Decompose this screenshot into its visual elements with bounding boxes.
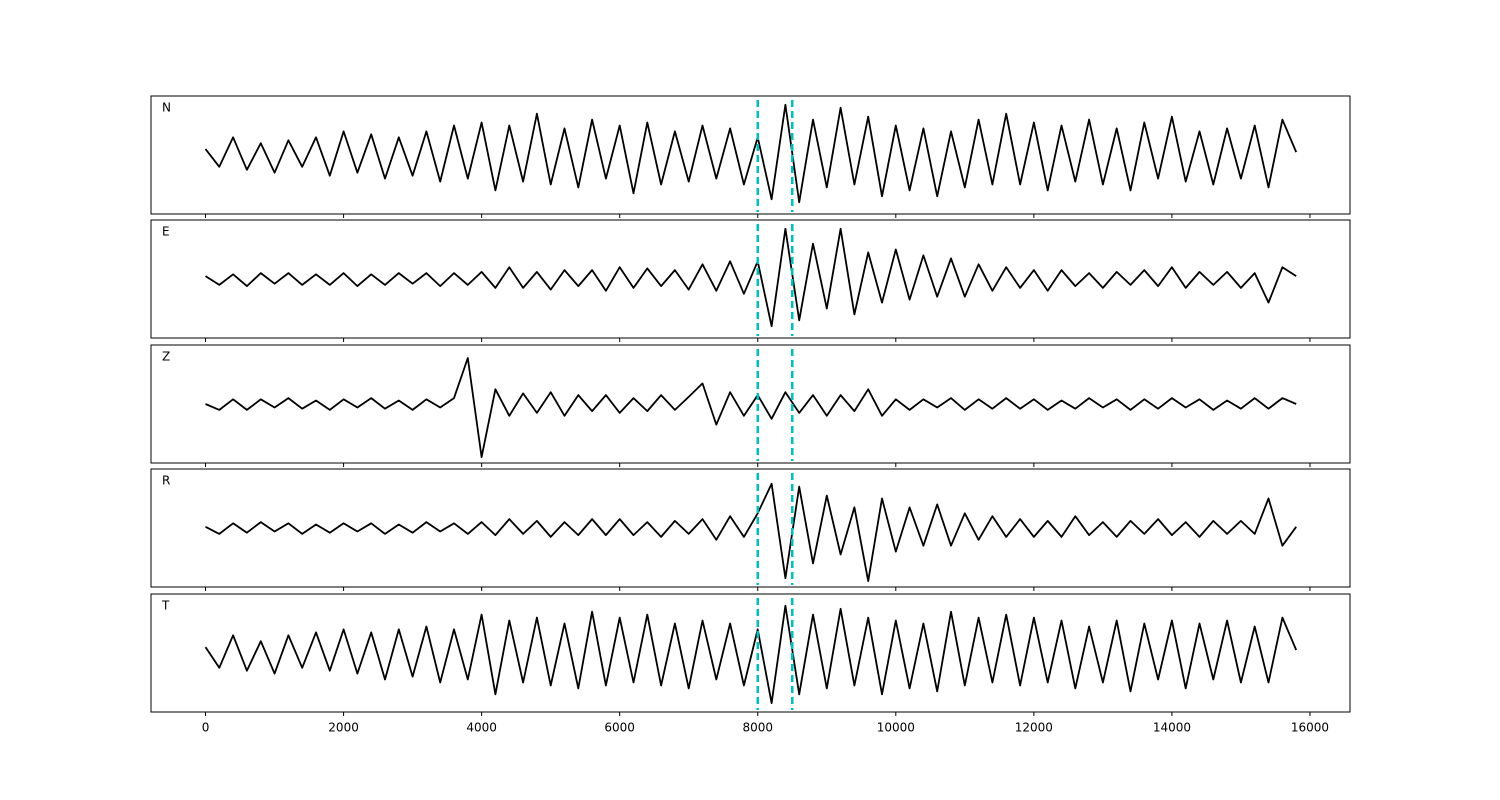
x-tick-label: 10000 <box>877 721 915 735</box>
panel-label: Z <box>162 350 170 364</box>
x-tick-label: 4000 <box>466 721 497 735</box>
trace <box>205 227 1297 328</box>
x-tick-label: 2000 <box>328 721 359 735</box>
panel-frame <box>150 219 1351 339</box>
x-tick-label: 12000 <box>1015 721 1053 735</box>
x-tick-label: 8000 <box>742 721 773 735</box>
trace <box>204 604 1298 704</box>
trace <box>204 103 1298 204</box>
trace <box>205 482 1297 582</box>
trace <box>205 357 1297 458</box>
panel-frame <box>150 95 1351 215</box>
x-tick-label: 14000 <box>1153 721 1191 735</box>
panel-label: E <box>162 225 170 239</box>
x-tick-label: 6000 <box>604 721 635 735</box>
x-tick-label: 0 <box>202 721 210 735</box>
x-tick-label: 16000 <box>1291 721 1329 735</box>
panel-label: T <box>161 599 170 613</box>
panel-frame <box>150 468 1351 588</box>
panel-frame <box>150 593 1351 713</box>
panel-label: R <box>162 474 170 488</box>
panel-frame <box>150 344 1351 464</box>
panel-label: N <box>162 101 171 115</box>
